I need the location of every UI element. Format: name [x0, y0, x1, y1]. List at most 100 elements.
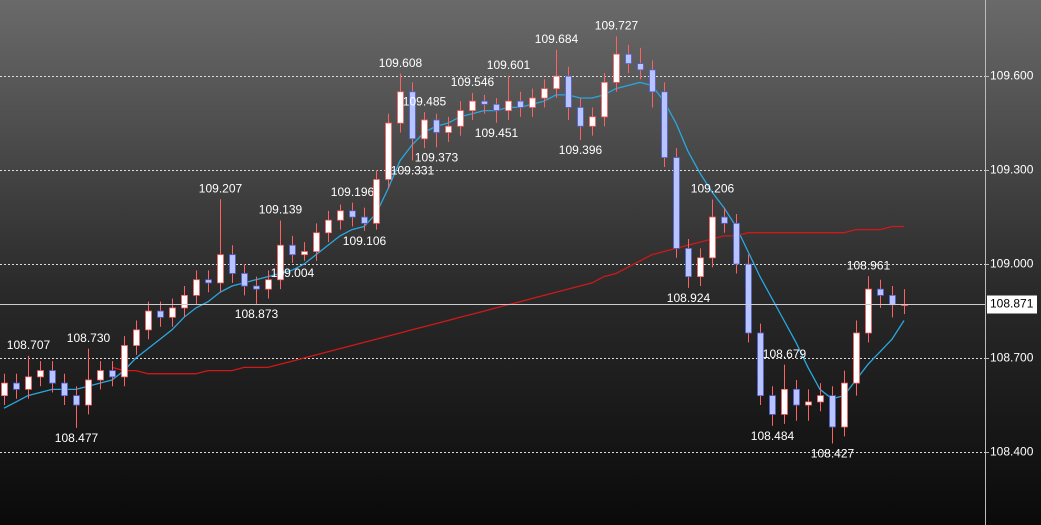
low-label: 109.396: [559, 143, 603, 157]
candle-body: [721, 216, 728, 224]
candle-body: [193, 279, 200, 296]
candle-body: [301, 251, 308, 256]
candle-body: [517, 100, 524, 108]
candle-body: [433, 119, 440, 133]
candle-body: [385, 122, 392, 180]
candle-body: [409, 91, 416, 140]
candle-body: [865, 288, 872, 334]
candle-body: [325, 219, 332, 234]
candle-body: [481, 100, 488, 105]
high-label: 108.707: [7, 338, 51, 352]
candle-body: [241, 273, 248, 287]
candle-body: [85, 379, 92, 406]
candle-body: [697, 257, 704, 277]
candle-body: [145, 310, 152, 331]
low-label: 108.427: [811, 447, 855, 461]
candle-body: [265, 279, 272, 290]
y-tick-label: 109.300: [990, 163, 1034, 177]
candle-body: [37, 370, 44, 378]
candle-body: [133, 329, 140, 346]
candle-body: [601, 81, 608, 118]
candle-body: [421, 119, 428, 140]
candle-body: [181, 294, 188, 309]
low-label: 109.331: [391, 164, 435, 178]
candle-body: [841, 382, 848, 428]
high-label: 109.485: [403, 94, 447, 108]
candle-body: [685, 248, 692, 277]
candle-body: [745, 263, 752, 334]
candle-body: [541, 88, 548, 99]
candle-body: [349, 210, 356, 218]
candle-body: [121, 345, 128, 378]
candle-body: [13, 382, 20, 390]
moving-average-line: [3, 81, 905, 409]
candle-body: [529, 97, 536, 108]
candle-body: [169, 307, 176, 318]
candle-body: [565, 75, 572, 108]
candle-body: [769, 395, 776, 415]
candle-body: [445, 125, 452, 133]
candle-body: [793, 388, 800, 406]
low-label: 109.004: [271, 266, 315, 280]
candle-body: [505, 100, 512, 111]
y-tick-label: 108.700: [990, 351, 1034, 365]
candle-body: [829, 395, 836, 428]
candle-body: [673, 157, 680, 249]
candle-body: [577, 107, 584, 127]
y-tick-label: 108.400: [990, 445, 1034, 459]
high-label: 109.601: [487, 58, 531, 72]
low-label: 109.451: [475, 126, 519, 140]
candle-body: [373, 179, 380, 224]
high-label: 109.206: [691, 182, 735, 196]
candle-body: [109, 370, 116, 378]
candle-body: [613, 53, 620, 83]
candle-body: [781, 388, 788, 415]
high-label: 109.546: [451, 75, 495, 89]
candle-body: [253, 285, 260, 290]
low-label: 108.484: [751, 429, 795, 443]
candle-body: [457, 110, 464, 127]
candle-body: [313, 232, 320, 252]
candle-body: [397, 91, 404, 124]
candle-body: [25, 376, 32, 390]
high-label: 109.139: [259, 203, 303, 217]
candle-body: [277, 244, 284, 281]
candle-body: [637, 63, 644, 71]
high-label: 109.196: [331, 185, 375, 199]
high-label: 108.679: [763, 347, 807, 361]
candle-body: [337, 210, 344, 221]
low-label: 109.106: [343, 234, 387, 248]
candle-body: [205, 279, 212, 284]
low-label: 108.477: [55, 431, 99, 445]
high-label: 109.207: [199, 181, 243, 195]
candle-body: [733, 222, 740, 265]
y-tick-label: 109.600: [990, 69, 1034, 83]
candle-body: [97, 370, 104, 381]
candle-body: [469, 100, 476, 111]
candle-body: [553, 75, 560, 90]
candle-body: [889, 294, 896, 306]
last-price-tag: [987, 295, 1037, 314]
candle-body: [709, 216, 716, 259]
high-label: 108.961: [847, 258, 891, 272]
candle-body: [625, 53, 632, 64]
candle-body: [661, 91, 668, 158]
candle-body: [649, 69, 656, 93]
candle-body: [589, 116, 596, 127]
candle-body: [49, 370, 56, 384]
low-label: 109.373: [415, 150, 459, 164]
candle-body: [289, 244, 296, 256]
high-label: 109.727: [595, 19, 639, 33]
low-label: 108.873: [235, 307, 279, 321]
last-price-label: 108.871: [990, 297, 1034, 311]
candle-body: [757, 332, 764, 397]
candle-body: [361, 216, 368, 224]
candle-body: [1, 382, 8, 397]
candle-body: [217, 254, 224, 284]
candle-body: [877, 288, 884, 296]
candle-body: [229, 254, 236, 274]
high-label: 109.608: [379, 56, 423, 70]
candle-body: [853, 332, 860, 384]
